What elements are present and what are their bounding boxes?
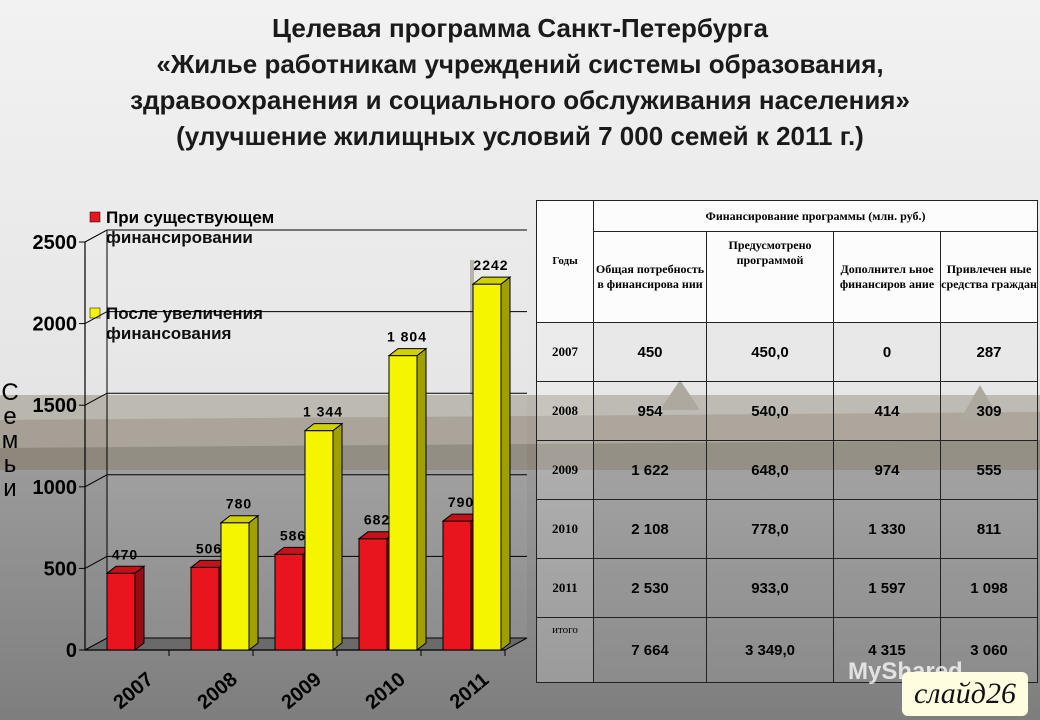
y-axis-label-letter: С [1, 379, 18, 406]
data-label-existing: 586 [280, 527, 306, 543]
table-row-year: 2011 [536, 558, 594, 618]
slide-number-label: слайд26 [902, 672, 1028, 716]
title-line-2: «Жилье работникам учреждений системы обр… [156, 49, 884, 79]
bar-existing [358, 538, 388, 651]
table-cell: 0 [833, 322, 941, 382]
table-cell: 933,0 [706, 558, 834, 618]
table-col-header: Привлечен ные средства граждан [940, 231, 1038, 323]
y-tick-label: 2500 [33, 232, 78, 254]
data-label-existing: 470 [112, 546, 138, 562]
table-cell: 7 664 [593, 617, 707, 683]
bar-increased [220, 522, 250, 651]
y-tick-label: 1500 [33, 395, 78, 417]
y-tick-label: 1000 [33, 477, 78, 499]
data-label-increased: 1 804 [387, 329, 427, 345]
bar-increased-side [332, 422, 343, 652]
financing-table: Годы Финансирование программы (млн. руб.… [536, 200, 1038, 683]
table-row-year: 2009 [536, 440, 594, 500]
table-header-group: Финансирование программы (млн. руб.) [593, 200, 1038, 232]
x-tick-label: 2010 [361, 668, 409, 713]
bar-existing-top [105, 565, 146, 574]
y-axis-label-letter: ь [4, 451, 17, 478]
table-row: 2011 2 530 933,0 1 597 1 098 [536, 558, 1038, 618]
table-cell: 2 108 [593, 499, 707, 559]
table-col-header: Дополнител ьное финансиров ание [833, 231, 941, 323]
table-cell: 414 [833, 381, 941, 441]
data-label-existing: 506 [196, 540, 222, 556]
slide-title: Целевая программа Санкт-Петербурга «Жиль… [20, 10, 1020, 154]
title-line-1: Целевая программа Санкт-Петербурга [272, 13, 768, 43]
x-tick-label: 2009 [277, 668, 325, 713]
y-tick-label: 500 [44, 558, 77, 580]
table-cell: 2 530 [593, 558, 707, 618]
data-label-existing: 790 [448, 494, 474, 510]
bar-existing [106, 572, 136, 651]
legend-label-increased-1: После увеличения [106, 304, 263, 323]
y-axis-label-letter: е [3, 403, 16, 430]
table-cell: 1 622 [593, 440, 707, 500]
table-row: 2008 954 540,0 414 309 [536, 381, 1038, 441]
table-row: 2010 2 108 778,0 1 330 811 [536, 499, 1038, 559]
bar-existing-side [134, 565, 145, 652]
table-cell: 811 [940, 499, 1038, 559]
table-cell: 287 [940, 322, 1038, 382]
table-cell: 1 597 [833, 558, 941, 618]
legend-swatch-existing [89, 211, 101, 223]
table-header-years: Годы [536, 200, 594, 323]
bar-increased-side [500, 276, 511, 652]
y-axis-label-letter: м [2, 427, 19, 454]
table-row-year: 2010 [536, 499, 594, 559]
x-tick-label: 2011 [446, 669, 493, 714]
table-col-header: Предусмотрено программой [706, 231, 834, 323]
table-cell: 555 [940, 440, 1038, 500]
table-cell: 1 098 [940, 558, 1038, 618]
table-cell: 974 [833, 440, 941, 500]
bar-increased [472, 283, 502, 651]
y-tick-label: 0 [66, 640, 77, 662]
bar-existing [274, 553, 304, 651]
table-row: 2007 450 450,0 0 287 [536, 322, 1038, 382]
table-row-year: 2008 [536, 381, 594, 441]
table-cell: 648,0 [706, 440, 834, 500]
bar-increased-side [248, 514, 259, 652]
table-row: 2009 1 622 648,0 974 555 [536, 440, 1038, 500]
title-line-3: здравоохранения и социального обслуживан… [130, 85, 910, 115]
data-label-increased: 2242 [473, 257, 508, 273]
table-cell: 1 330 [833, 499, 941, 559]
data-label-increased: 1 344 [303, 404, 343, 420]
bar-existing [442, 520, 472, 651]
data-label-increased: 780 [226, 496, 252, 512]
bar-increased-side [416, 347, 427, 652]
table-cell: 450,0 [706, 322, 834, 382]
y-axis-label-letter: и [3, 475, 16, 502]
y-tick-label: 2000 [33, 314, 78, 336]
bar-increased [388, 355, 418, 651]
table-row-year: итого [536, 617, 594, 683]
bar-existing [190, 566, 220, 651]
title-line-4: (улучшение жилищных условий 7 000 семей … [176, 121, 864, 151]
bar-increased-top [303, 423, 344, 432]
bar-increased [304, 430, 334, 651]
legend-label-increased-2: финансования [106, 324, 231, 343]
table-cell: 778,0 [706, 499, 834, 559]
table-cell: 3 349,0 [706, 617, 834, 683]
x-tick-label: 2008 [193, 668, 241, 713]
bar-increased-top [219, 515, 260, 524]
table-cell: 309 [940, 381, 1038, 441]
table-cell: 450 [593, 322, 707, 382]
table-cell: 540,0 [706, 381, 834, 441]
x-tick-label: 2007 [109, 668, 157, 713]
bar-increased-top [387, 348, 428, 357]
legend-label-existing-1: При существующем [106, 208, 274, 227]
table-row-year: 2007 [536, 322, 594, 382]
data-label-existing: 682 [364, 512, 390, 528]
bar-increased-top [471, 276, 512, 285]
table-cell: 954 [593, 381, 707, 441]
table-col-header: Общая потребность в финансирова нии [593, 231, 707, 323]
